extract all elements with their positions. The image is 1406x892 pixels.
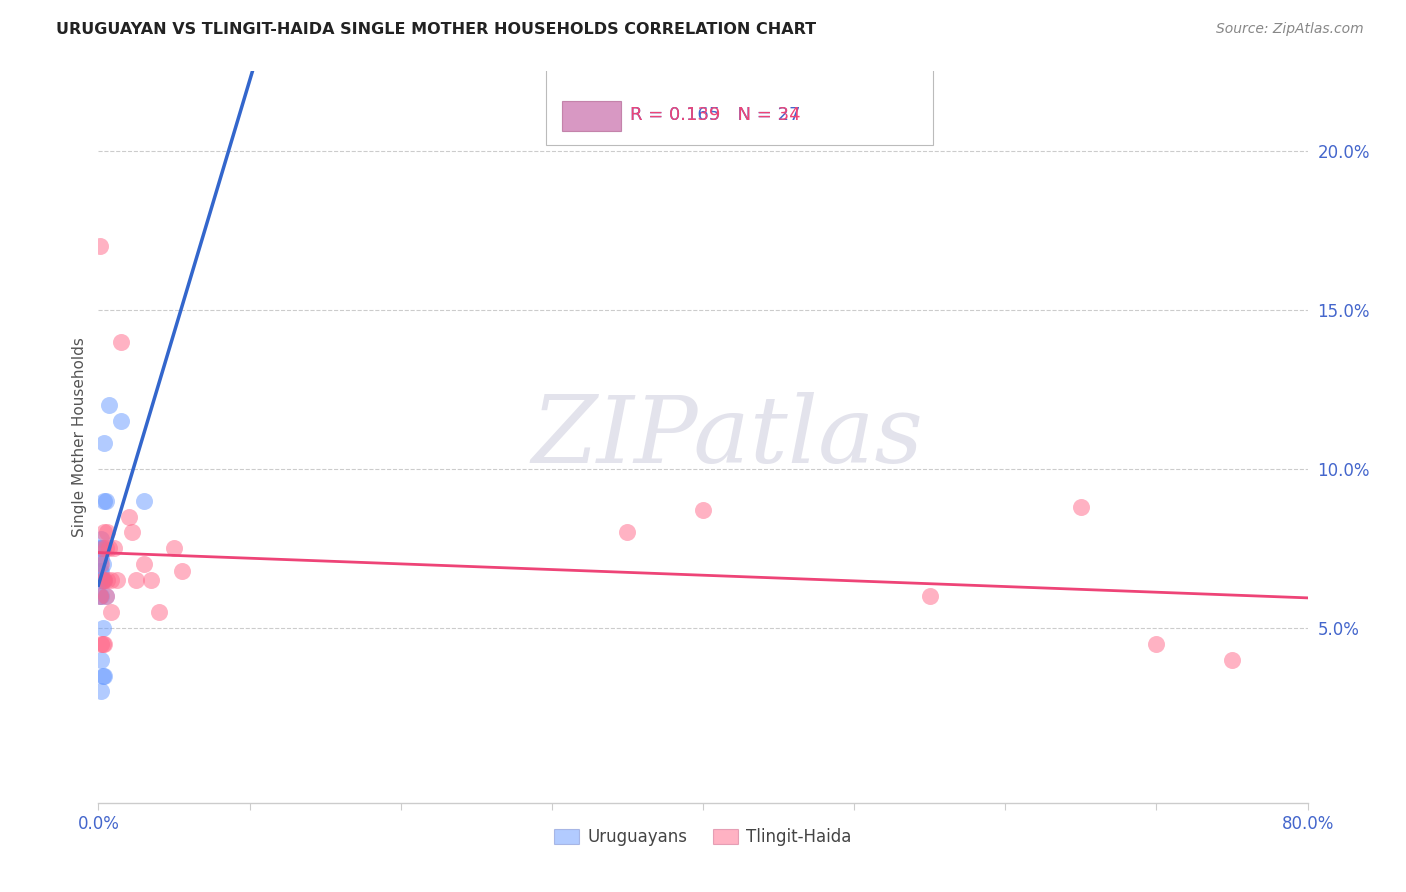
Text: ZIPatlas: ZIPatlas [531,392,924,482]
Point [616,525,638,540]
Point [89,573,111,587]
Text: URUGUAYAN VS TLINGIT-HAIDA SINGLE MOTHER HOUSEHOLDS CORRELATION CHART: URUGUAYAN VS TLINGIT-HAIDA SINGLE MOTHER… [56,22,817,37]
Point [91,637,114,651]
Point [94,541,117,556]
Point [90,558,112,572]
Point [93,573,115,587]
Point [90,589,112,603]
Point [94,493,117,508]
Point [98,541,121,556]
Point [98,398,121,412]
Legend: Uruguayans, Tlingit-Haida: Uruguayans, Tlingit-Haida [548,822,858,853]
Point [90,564,112,578]
Point [93,436,115,450]
Point [89,564,111,578]
Point [141,573,163,587]
Point [90,653,112,667]
Point [90,573,112,587]
Point [94,589,117,603]
Point [89,541,111,556]
Point [91,621,114,635]
FancyBboxPatch shape [546,61,932,145]
Point [100,605,122,619]
Point [91,541,114,556]
Point [100,573,122,587]
Point [132,493,155,508]
Point [125,573,148,587]
Y-axis label: Single Mother Households: Single Mother Households [72,337,87,537]
FancyBboxPatch shape [561,101,621,131]
Point [692,503,714,517]
Point [110,414,132,428]
Point [1144,637,1167,651]
Point [1220,653,1243,667]
Point [163,541,186,556]
Point [89,558,111,572]
Point [918,589,941,603]
Point [93,525,115,540]
Point [93,573,115,587]
Point [93,493,115,508]
Point [91,558,114,572]
Point [89,589,111,603]
Point [89,589,111,603]
Text: R = 0.139   N = 34: R = 0.139 N = 34 [630,106,801,124]
Text: Source: ZipAtlas.com: Source: ZipAtlas.com [1216,22,1364,37]
FancyBboxPatch shape [561,101,621,131]
Point [103,541,125,556]
Point [90,550,112,565]
Point [89,239,111,253]
Point [91,573,114,587]
Point [90,684,112,698]
Point [94,589,117,603]
Point [105,573,128,587]
Point [118,509,141,524]
Point [91,541,114,556]
Point [121,525,143,540]
Point [93,668,115,682]
Point [90,532,112,546]
Point [91,573,114,587]
Point [91,668,114,682]
Point [90,637,112,651]
Point [96,573,118,587]
Point [148,605,170,619]
Point [96,525,118,540]
Point [90,541,112,556]
Point [110,334,132,349]
Point [1070,500,1092,514]
Text: R = 0.165   N = 27: R = 0.165 N = 27 [630,106,801,124]
Point [170,564,193,578]
Point [132,558,155,572]
Point [93,637,115,651]
